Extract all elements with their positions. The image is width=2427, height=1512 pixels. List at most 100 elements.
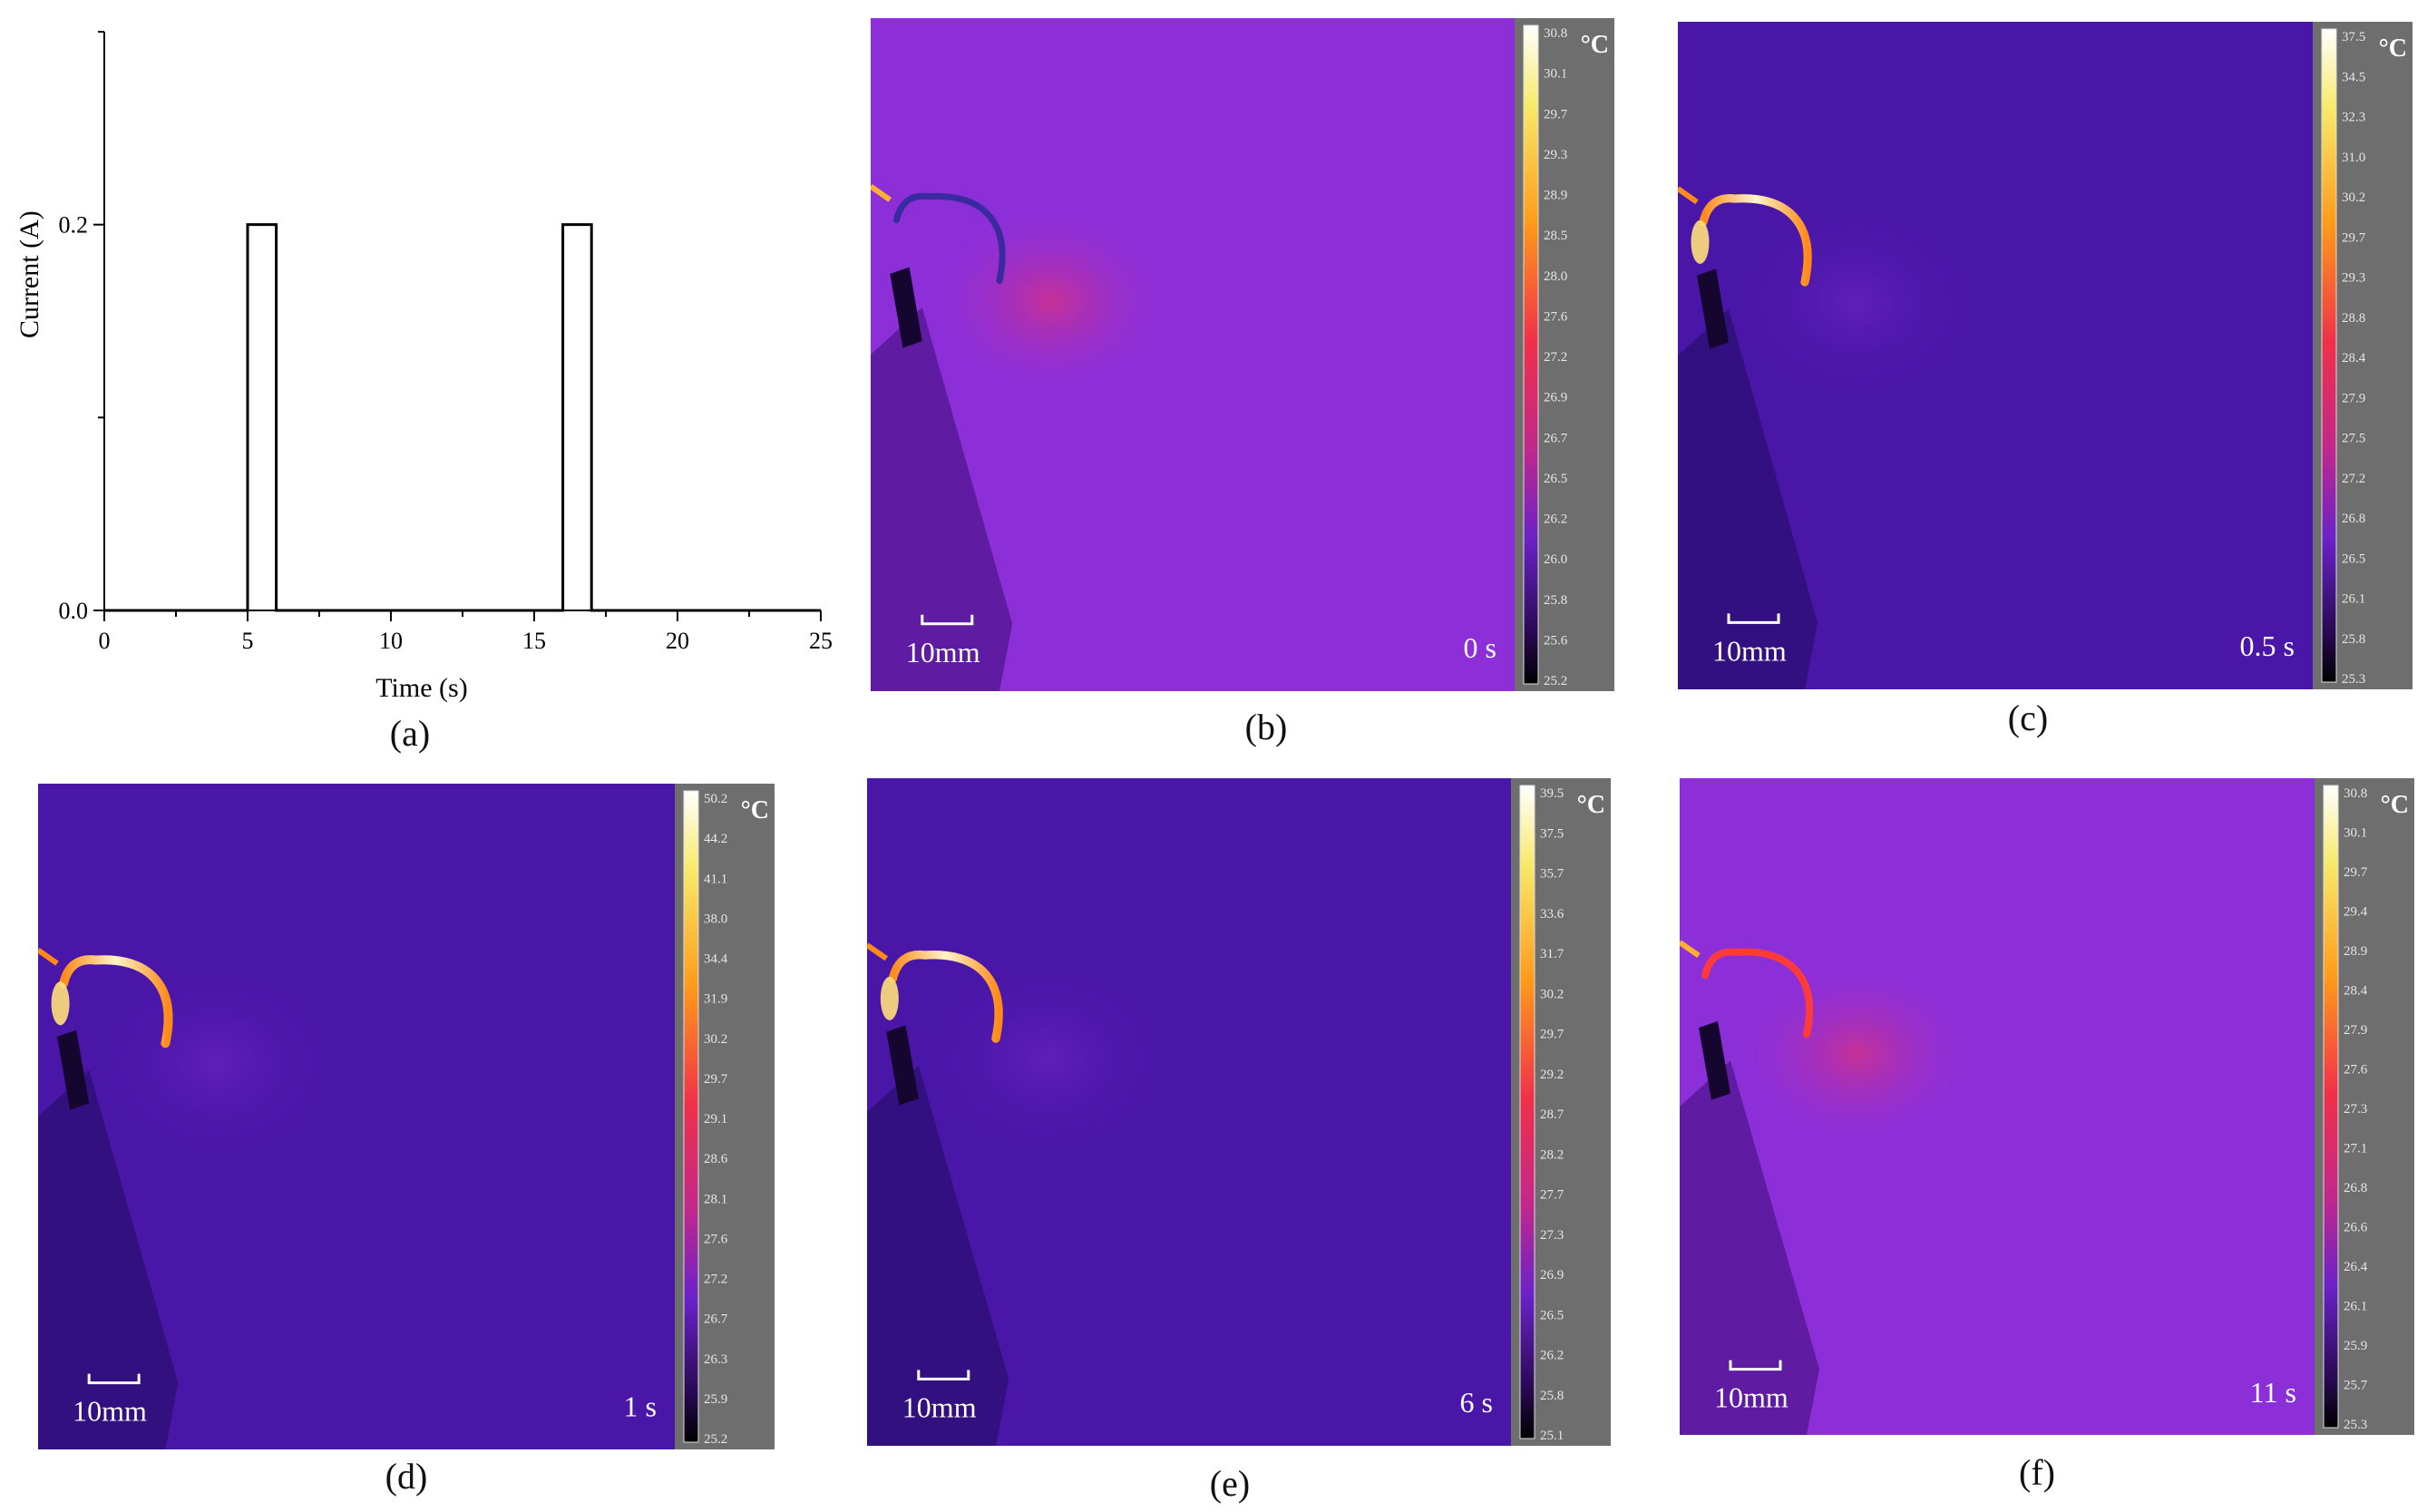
colorbar-tick-label: 25.9 <box>2344 1339 2367 1353</box>
colorbar-tick-label: 38.0 <box>704 912 727 926</box>
colorbar-tick-label: 44.2 <box>704 832 727 846</box>
colorbar-tick-label: 25.2 <box>1544 674 1567 688</box>
colorbar-tick-label: 27.3 <box>1540 1228 1564 1243</box>
colorbar-tick-label: 30.8 <box>2344 786 2367 801</box>
heat-plume <box>1730 955 1984 1153</box>
colorbar-tick-label: 26.7 <box>1544 431 1568 445</box>
lead-wire <box>1680 940 1701 958</box>
colorbar-tick-label: 28.7 <box>1540 1107 1564 1122</box>
colorbar-tick-label: 29.7 <box>1544 107 1568 122</box>
colorbar-tick-label: 33.6 <box>1540 907 1564 922</box>
colorbar-tick-label: 27.7 <box>1540 1188 1564 1203</box>
colorbar-tick-label: 26.1 <box>2344 1300 2367 1314</box>
heating-wire-loop <box>59 955 173 1049</box>
colorbar-tick-label: 28.4 <box>2342 351 2366 366</box>
colorbar-tick-label: 27.2 <box>2342 472 2365 486</box>
timestamp-label: 0.5 s <box>2240 629 2295 662</box>
colorbar-tick-label: 28.9 <box>2344 944 2367 959</box>
colorbar-tick-label: 27.2 <box>704 1273 727 1287</box>
colorbar-gradient <box>1523 24 1539 685</box>
colorbar-gradient <box>1519 785 1535 1439</box>
y-tick-label: 0.2 <box>59 212 89 239</box>
colorbar-tick-label: 31.7 <box>1540 947 1564 961</box>
scale-bar <box>917 1370 970 1380</box>
probe-tip <box>890 267 922 348</box>
colorbar-tick-label: 25.1 <box>1540 1429 1564 1443</box>
colorbar-tick-label: 31.0 <box>2342 151 2365 165</box>
colorbar-tick-label: 30.2 <box>704 1032 727 1047</box>
heating-wire-loop <box>892 192 1006 284</box>
scale-bar <box>1727 613 1780 624</box>
colorbar-tick-label: 27.2 <box>1544 350 1567 365</box>
scale-bar <box>1729 1360 1782 1371</box>
hot-spot <box>1691 219 1710 264</box>
probe-tip <box>886 1025 919 1106</box>
x-tick-label: 15 <box>522 628 546 654</box>
colorbar-tick-label: 27.6 <box>2344 1063 2368 1078</box>
colorbar-tick-label: 30.2 <box>1540 987 1564 1001</box>
colorbar-tick-label: 28.0 <box>1544 269 1567 284</box>
colorbar-tick-label: 26.5 <box>1544 472 1567 486</box>
timestamp-label: 1 s <box>624 1390 657 1422</box>
heat-plume <box>918 958 1176 1159</box>
thermal-image-e: 10mm 6 s °C 39.5 37.5 35.7 33.6 31.7 30.2 29.7 29.… <box>867 778 1611 1446</box>
colorbar-tick-label: 25.6 <box>1544 633 1568 648</box>
colorbar-tick-label: 30.1 <box>2344 826 2367 841</box>
timestamp-label: 6 s <box>1460 1386 1493 1419</box>
heat-plume <box>1729 201 1983 403</box>
thermal-image-d: 10mm 1 s °C 50.2 44.2 41.1 38.0 34.4 31.9 30.2 29.… <box>38 784 775 1449</box>
colorbar-tick-label: 29.7 <box>2344 865 2368 880</box>
x-tick-label: 10 <box>379 628 403 654</box>
colorbar-tick-label: 25.2 <box>704 1432 727 1447</box>
colorbar-tick-label: 27.6 <box>704 1232 728 1246</box>
lead-wire <box>1678 186 1699 205</box>
caption-b: (b) <box>1244 707 1288 747</box>
hot-spot <box>51 981 70 1026</box>
colorbar-unit: °C <box>2381 791 2409 819</box>
colorbar-tick-label: 29.7 <box>704 1072 728 1087</box>
colorbar-tick-label: 25.8 <box>2342 632 2365 647</box>
caption-e: (e) <box>1209 1463 1251 1504</box>
colorbar-tick-label: 25.9 <box>704 1392 727 1407</box>
heat-plume <box>89 963 344 1164</box>
colorbar-gradient <box>2323 785 2339 1429</box>
colorbar-tick-label: 29.3 <box>1544 148 1567 162</box>
colorbar-tick-label: 26.2 <box>1544 512 1567 527</box>
y-axis-label: Current (A) <box>15 210 44 338</box>
timestamp-label: 0 s <box>1464 631 1496 664</box>
colorbar-unit: °C <box>2379 34 2407 63</box>
colorbar-tick-label: 28.2 <box>1540 1147 1564 1162</box>
colorbar-tick-label: 27.5 <box>2342 432 2365 446</box>
colorbar-tick-label: 32.3 <box>2342 111 2365 125</box>
lead-wire <box>867 942 889 961</box>
colorbar-tick-label: 25.7 <box>2344 1379 2368 1393</box>
colorbar-tick-label: 26.2 <box>1540 1349 1564 1363</box>
colorbar-tick-label: 50.2 <box>704 792 727 806</box>
probe-holder <box>38 1069 179 1449</box>
colorbar-tick-label: 26.9 <box>1540 1268 1564 1283</box>
colorbar-tick-label: 25.3 <box>2342 672 2365 687</box>
thermal-image-f: 10mm 11 s °C 30.8 30.1 29.7 29.4 28.9 28.4 27.9 27… <box>1680 778 2414 1435</box>
probe-holder <box>1680 1060 1819 1435</box>
caption-a: (a) <box>389 713 431 754</box>
probe-holder <box>867 1065 1009 1446</box>
colorbar-tick-label: 26.6 <box>2344 1221 2368 1235</box>
colorbar-tick-label: 29.3 <box>2342 271 2365 286</box>
colorbar-tick-label: 39.5 <box>1540 786 1564 801</box>
colorbar-tick-label: 26.9 <box>1544 391 1567 405</box>
colorbar-tick-label: 30.8 <box>1544 26 1567 41</box>
colorbar-tick-label: 26.8 <box>2342 512 2365 526</box>
colorbar-tick-label: 30.1 <box>1544 67 1567 82</box>
colorbar-tick-label: 25.8 <box>1540 1389 1564 1403</box>
heating-wire-loop <box>1699 194 1812 287</box>
colorbar-tick-label: 37.5 <box>2342 30 2365 44</box>
hot-spot <box>880 976 899 1020</box>
colorbar-tick-label: 28.1 <box>704 1192 727 1206</box>
colorbar-tick-label: 25.3 <box>2344 1418 2367 1432</box>
colorbar-tick-label: 41.1 <box>704 872 727 886</box>
colorbar-tick-label: 26.7 <box>704 1312 728 1327</box>
colorbar-tick-label: 26.3 <box>704 1352 727 1367</box>
probe-holder <box>871 307 1013 691</box>
probe-tip <box>1699 1020 1730 1100</box>
lead-wire <box>38 948 59 966</box>
